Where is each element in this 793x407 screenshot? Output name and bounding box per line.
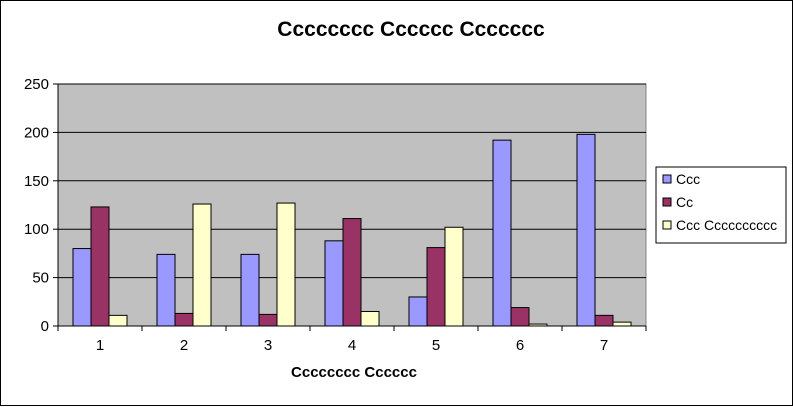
y-tick-label: 50 xyxy=(32,270,49,287)
y-axis-ticks: 0 50 100 150 200 250 xyxy=(24,76,58,335)
bar-series-2-category-5 xyxy=(426,247,446,327)
legend-swatch xyxy=(662,174,672,184)
bar-series-2-category-4 xyxy=(342,218,362,327)
x-tick-label: 5 xyxy=(432,337,440,354)
bar-series-1-category-4 xyxy=(324,240,344,327)
legend-label: Cc xyxy=(676,194,693,210)
chart-title: Cccccccc Cccccc Ccccccc xyxy=(277,18,545,41)
legend: Ccc Cc Ccc Cccccccccc xyxy=(655,166,787,244)
bar-series-3-category-4 xyxy=(360,310,380,327)
bar-series-1-category-5 xyxy=(408,296,428,327)
bar-series-2-category-6 xyxy=(510,307,530,327)
bar-series-3-category-1 xyxy=(108,314,128,327)
axes xyxy=(57,84,646,327)
bar-series-3-category-3 xyxy=(276,202,296,327)
bar-series-2-category-1 xyxy=(90,206,110,327)
bar-series-3-category-2 xyxy=(192,203,212,327)
legend-box xyxy=(655,166,787,244)
bar-series-3-category-7 xyxy=(612,321,632,327)
bar-series-1-category-6 xyxy=(492,139,512,327)
y-tick-label: 0 xyxy=(41,318,49,335)
bar-series-2-category-7 xyxy=(594,314,614,327)
legend-label: Ccc xyxy=(676,171,700,187)
x-tick-label: 2 xyxy=(180,337,188,354)
y-tick-label: 100 xyxy=(24,221,49,238)
bar-series-1-category-3 xyxy=(240,253,260,327)
y-tick-label: 150 xyxy=(24,173,49,190)
bar-series-1-category-1 xyxy=(72,248,92,327)
x-tick-label: 3 xyxy=(264,337,272,354)
bar-series-3-category-5 xyxy=(444,226,464,327)
x-axis-label: Cccccccc Cccccc xyxy=(291,364,417,381)
bar-series-1-category-2 xyxy=(156,253,176,327)
x-tick-label: 7 xyxy=(600,337,608,354)
x-tick-label: 6 xyxy=(516,337,524,354)
bar-series-2-category-2 xyxy=(174,312,194,327)
x-tick-label: 4 xyxy=(348,337,356,354)
legend-label: Ccc Cccccccccc xyxy=(676,217,777,233)
legend-swatch xyxy=(662,220,672,230)
y-tick-label: 250 xyxy=(24,76,49,93)
x-tick-label: 1 xyxy=(96,337,104,354)
legend-swatch xyxy=(662,197,672,207)
x-axis-ticks: 1 2 3 4 5 6 7 xyxy=(57,326,647,354)
bar-series-1-category-7 xyxy=(576,133,596,327)
y-tick-label: 200 xyxy=(24,124,49,141)
bar-series-2-category-3 xyxy=(258,313,278,327)
bars xyxy=(72,133,632,327)
